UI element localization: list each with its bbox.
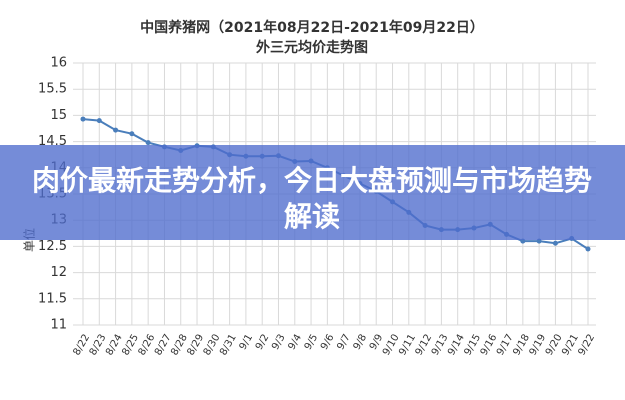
x-tick-label: 9/3 xyxy=(270,333,288,352)
point xyxy=(113,127,119,133)
point xyxy=(80,116,86,122)
y-tick-label: 11.5 xyxy=(38,291,67,306)
banner: 肉价最新走势分析，今日大盘预测与市场趋势解读 xyxy=(0,145,625,240)
x-tick-label: 9/22 xyxy=(576,333,597,358)
y-tick-label: 11 xyxy=(50,318,67,333)
y-tick-label: 12 xyxy=(50,265,67,280)
chart-title: 中国养猪网（2021年08月22日-2021年09月22日） xyxy=(140,19,484,36)
y-tick-label: 15 xyxy=(50,108,67,123)
x-tick-label: 9/4 xyxy=(286,333,304,352)
y-tick-label: 15.5 xyxy=(38,82,67,97)
x-tick-label: 8/31 xyxy=(218,333,239,358)
y-tick-label: 16 xyxy=(50,56,67,71)
point xyxy=(145,140,151,146)
x-tick-label: 9/5 xyxy=(303,333,321,352)
x-tick-label: 9/1 xyxy=(238,333,256,352)
x-tick-label: 9/8 xyxy=(352,333,370,352)
x-tick-label: 9/7 xyxy=(335,333,353,352)
x-tick-label: 9/2 xyxy=(254,333,272,352)
y-tick-label: 12.5 xyxy=(38,239,67,254)
chart-subtitle: 外三元均价走势图 xyxy=(256,39,368,56)
point xyxy=(552,240,558,246)
point xyxy=(129,131,135,137)
banner-text: 肉价最新走势分析，今日大盘预测与市场趋势解读 xyxy=(32,164,593,233)
x-tick-label: 9/6 xyxy=(319,333,337,352)
point xyxy=(585,246,591,252)
point xyxy=(96,118,102,124)
